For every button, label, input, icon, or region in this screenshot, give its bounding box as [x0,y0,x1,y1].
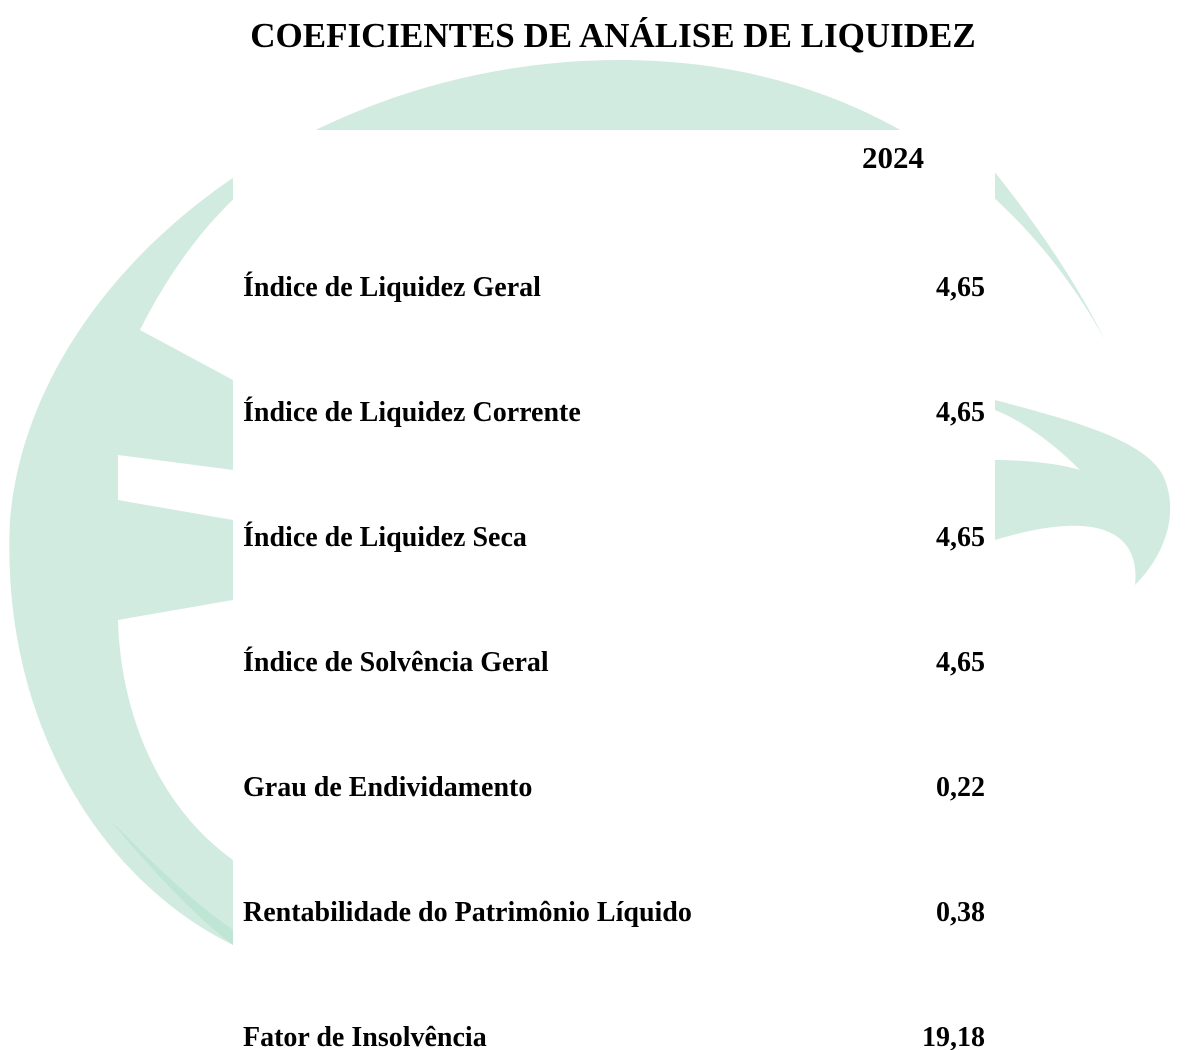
row-value: 19,18 [922,1022,985,1050]
row-label: Índice de Liquidez Seca [243,522,527,553]
row-value: 4,65 [936,522,985,553]
column-header: 2024 [862,140,924,175]
row-value: 0,22 [936,772,985,803]
row-label: Grau de Endividamento [243,772,532,803]
title: COEFICIENTES DE ANÁLISE DE LIQUIDEZ [250,16,975,55]
row-label: Índice de Liquidez Corrente [243,397,581,428]
table-background [233,130,995,1050]
row-value: 4,65 [936,272,985,303]
row-label: Índice de Liquidez Geral [243,272,541,303]
row-label: Fator de Insolvência [243,1022,487,1050]
row-value: 4,65 [936,647,985,678]
row-label: Índice de Solvência Geral [243,647,549,678]
row-value: 0,38 [936,897,985,928]
row-value: 4,65 [936,397,985,428]
watermark [9,60,1171,945]
row-label: Rentabilidade do Patrimônio Líquido [243,897,692,928]
table-body: Índice de Liquidez Geral 4,65 Índice de Li… [243,272,985,1050]
